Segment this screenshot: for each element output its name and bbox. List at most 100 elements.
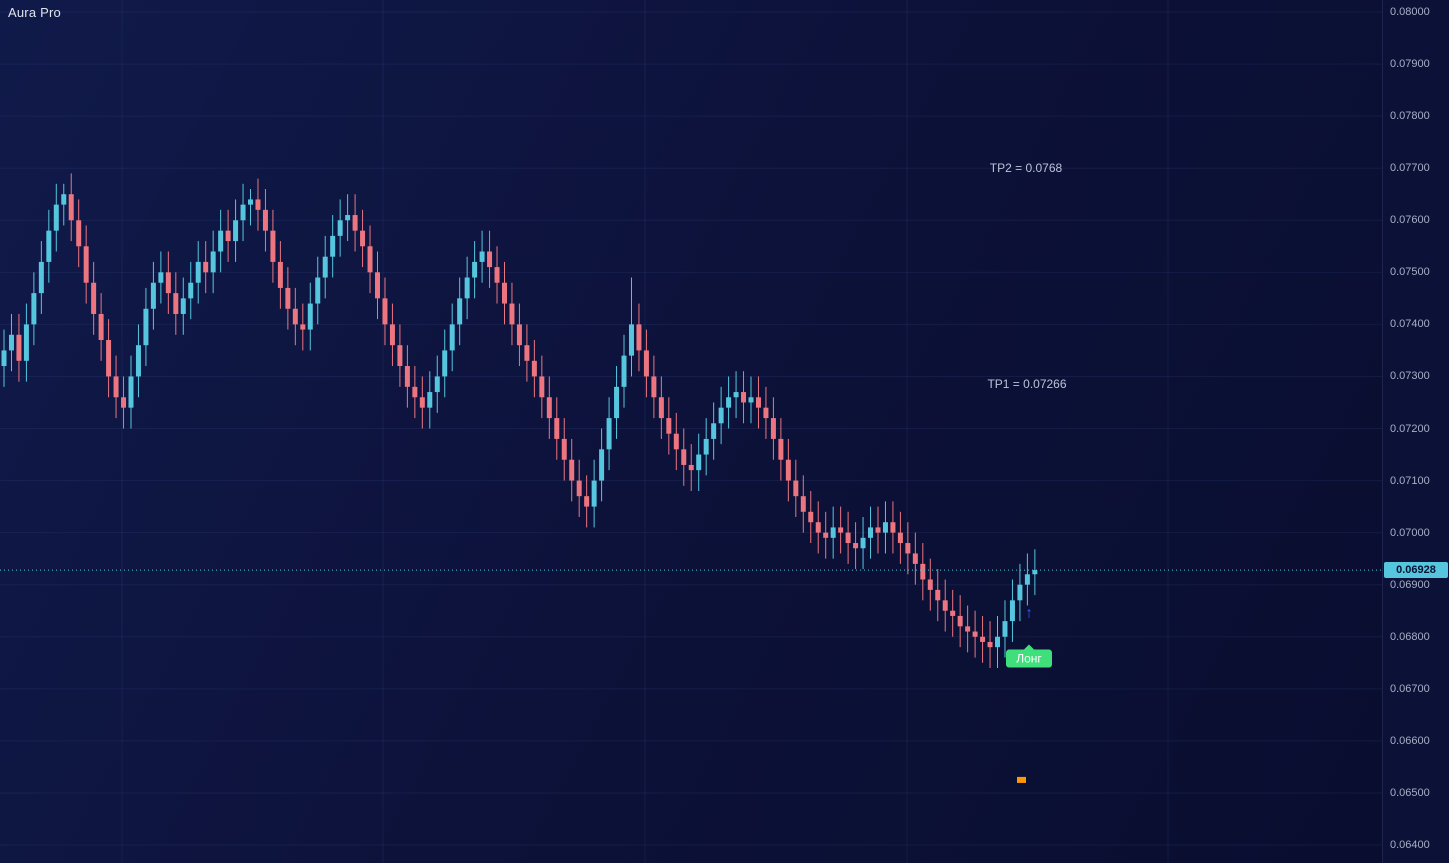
price-tick-label: 0.06800 <box>1390 630 1430 643</box>
candle-body <box>434 376 440 393</box>
candlestick-chart[interactable]: TP2 = 0.0768 TP1 = 0.07266 ↑ Лонг Aura Pro <box>0 0 1383 863</box>
candle <box>950 589 956 637</box>
candle-body <box>614 386 620 419</box>
candle <box>770 397 776 460</box>
candle-body <box>412 386 418 398</box>
candle-body <box>442 350 448 377</box>
candle-body <box>68 194 74 221</box>
candle <box>636 303 642 372</box>
candle <box>487 230 493 288</box>
candle <box>584 475 590 528</box>
candle-body <box>666 418 672 434</box>
candle-body <box>1 350 7 367</box>
long-entry-arrow-icon: ↑ <box>1025 605 1033 622</box>
candle <box>270 209 276 283</box>
candle-body <box>726 397 732 408</box>
candle-body <box>210 251 216 273</box>
candle-body <box>950 610 956 616</box>
candle-body <box>718 407 724 424</box>
candle <box>165 251 171 314</box>
candle-body <box>307 303 313 330</box>
candle-body <box>584 496 590 507</box>
price-tick-label: 0.07100 <box>1390 474 1430 487</box>
candle <box>733 371 739 419</box>
price-tick-label: 0.06500 <box>1390 786 1430 799</box>
price-tick-label: 0.07800 <box>1390 110 1430 123</box>
candle <box>673 412 679 471</box>
candle-body <box>46 230 52 262</box>
candle <box>419 376 425 429</box>
candle <box>882 501 888 554</box>
price-tick-label: 0.07700 <box>1390 162 1430 175</box>
candle <box>897 511 903 564</box>
candle <box>195 241 201 304</box>
candle-body <box>643 350 649 377</box>
candle-body <box>1032 570 1038 575</box>
candle <box>815 501 821 554</box>
candle <box>965 605 971 653</box>
price-tick-label: 0.07300 <box>1390 370 1430 383</box>
candle <box>46 209 52 283</box>
candle <box>793 459 799 518</box>
candle <box>920 543 926 601</box>
candle <box>912 532 918 585</box>
candle <box>741 371 747 424</box>
candle <box>188 261 194 320</box>
candle-body <box>404 366 410 387</box>
candle-body <box>621 355 627 387</box>
price-axis[interactable]: 0.06928 0.08000 0.07900 0.07800 0.07700 0.07… <box>1382 0 1449 863</box>
candle <box>315 256 321 325</box>
candle <box>591 459 597 528</box>
candle <box>853 522 859 570</box>
candle-body <box>628 324 634 356</box>
candle-body <box>935 589 941 601</box>
candle <box>643 329 649 398</box>
candle-body <box>516 324 522 346</box>
candle <box>449 303 455 372</box>
price-tick-label: 0.06700 <box>1390 682 1430 695</box>
candle-body <box>733 392 739 398</box>
candle <box>91 261 97 335</box>
candle-body <box>195 261 201 283</box>
candle <box>1009 579 1015 642</box>
candle-body <box>688 464 694 471</box>
chart-canvas[interactable]: TP2 = 0.0768 TP1 = 0.07266 ↑ Лонг <box>0 0 1383 863</box>
candle-body <box>255 199 261 210</box>
candle-body <box>270 230 276 262</box>
candle-body <box>591 480 597 507</box>
candle <box>76 199 82 268</box>
candle-body <box>770 418 776 439</box>
candle-body <box>748 397 754 403</box>
long-label-pointer-icon <box>1023 644 1035 651</box>
candle-body <box>569 459 575 481</box>
candle-body <box>76 220 82 247</box>
candle-body <box>800 496 806 512</box>
candle-body <box>8 334 14 351</box>
candle-body <box>509 303 515 325</box>
candle <box>696 433 702 491</box>
candle-body <box>494 267 500 283</box>
candle-body <box>957 615 963 627</box>
candle-body <box>322 256 328 278</box>
candle <box>718 386 724 445</box>
candle-body <box>651 376 657 398</box>
candle-body <box>897 532 903 544</box>
candle-body <box>696 454 702 471</box>
candle-body <box>83 246 89 283</box>
price-tick-label: 0.07600 <box>1390 214 1430 227</box>
candle <box>748 376 754 424</box>
candle-body <box>472 261 478 278</box>
candle-body <box>987 641 993 648</box>
candle-body <box>636 324 642 351</box>
candle <box>935 569 941 622</box>
candle-body <box>375 272 380 299</box>
candle-body <box>599 449 605 481</box>
candle <box>726 376 732 429</box>
candle-body <box>882 522 888 533</box>
candle <box>300 303 306 351</box>
candle-body <box>785 459 791 481</box>
candle <box>150 261 156 330</box>
candle-body <box>942 600 948 611</box>
candle <box>501 261 507 325</box>
candle <box>38 241 44 314</box>
